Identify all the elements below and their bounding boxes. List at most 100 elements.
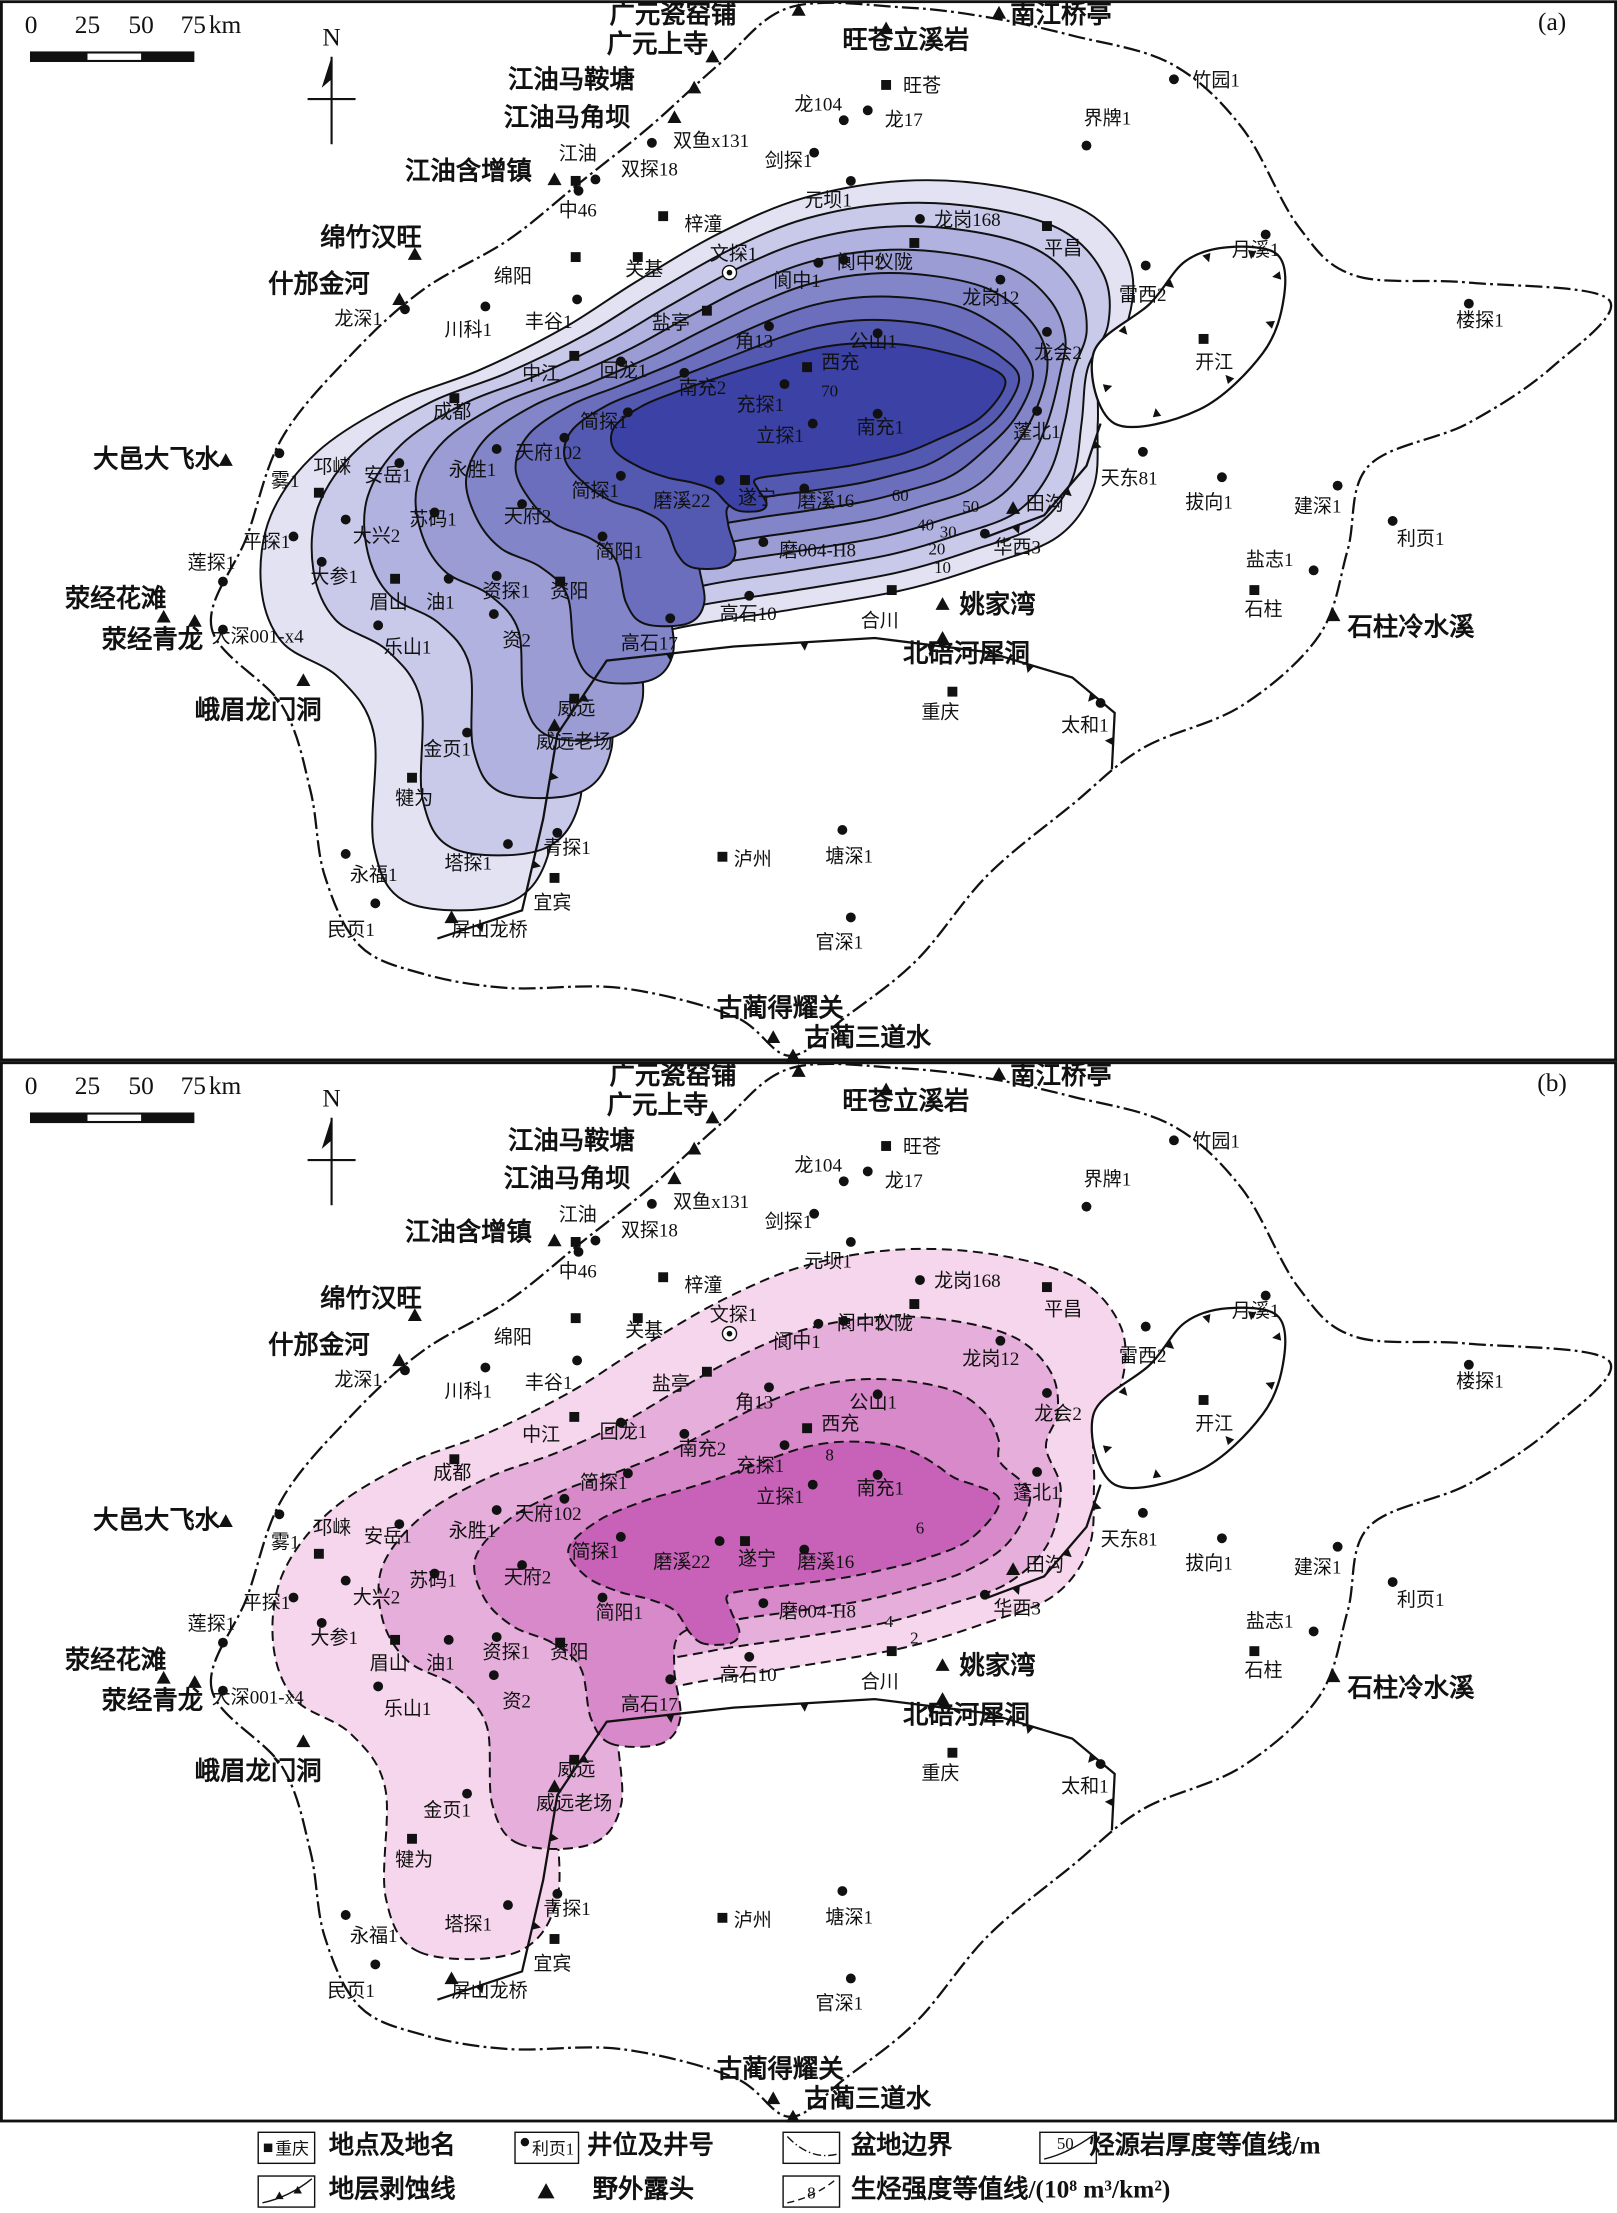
- place-name: 绵阳: [494, 266, 532, 288]
- erosion-tick: [475, 1984, 484, 1994]
- erosion-tick: [1062, 487, 1072, 497]
- well-name: 雾1: [271, 471, 300, 492]
- erosion-tick: [1011, 524, 1020, 534]
- erosion-tick: [531, 1921, 541, 1930]
- place-marker: [802, 1423, 813, 1434]
- outcrop-name: 江油马角坝: [504, 1165, 631, 1193]
- outcrop-name: 荥经青龙: [102, 1686, 203, 1715]
- well-marker: [217, 1637, 228, 1648]
- outcrop-name: 古蔺得耀关: [717, 994, 844, 1022]
- well-marker: [979, 528, 990, 539]
- outcrop-marker: [547, 1779, 562, 1793]
- well-name: 金页1: [423, 738, 471, 760]
- place-marker: [632, 1313, 643, 1324]
- place-name: 旺苍: [903, 75, 941, 97]
- well-name: 阆中1: [773, 1331, 821, 1353]
- well-marker: [572, 294, 583, 305]
- outcrop-marker: [187, 614, 202, 627]
- well-name: 青探1: [543, 837, 591, 859]
- outcrop-name: 绵竹汉旺: [320, 223, 422, 252]
- well-name: 高石10: [720, 1664, 777, 1686]
- well-name: 高石17: [621, 1694, 678, 1716]
- well-name: 塔探1: [444, 853, 492, 875]
- erosion-tick: [475, 923, 484, 933]
- well-name: 天府102: [515, 1503, 582, 1525]
- outcrop-marker: [791, 1064, 806, 1077]
- outcrop-marker: [547, 172, 562, 186]
- outcrop-name: 田沟: [1026, 1554, 1064, 1576]
- outcrop-name: 广元瓷窑铺: [610, 1061, 737, 1090]
- legend-place-marker: [263, 2143, 273, 2153]
- well-marker: [491, 444, 502, 454]
- outcrop-marker: [392, 1353, 407, 1367]
- legend-well-marker: [520, 2137, 530, 2147]
- well-name: 雷西2: [1119, 285, 1167, 306]
- place-name: 眉山: [370, 1653, 408, 1675]
- place-name: 盐亭: [652, 1373, 690, 1395]
- well-marker: [1042, 326, 1052, 337]
- place-marker: [1042, 221, 1052, 231]
- well-marker: [373, 1681, 384, 1692]
- place-marker: [449, 393, 460, 404]
- well-name: 中46: [559, 199, 597, 221]
- erosion-tick: [579, 1754, 590, 1764]
- outcrop-name: 姚家湾: [958, 1651, 1035, 1680]
- place-name: 江油: [559, 143, 597, 165]
- well-name: 丰谷1: [525, 311, 573, 333]
- scale-tick-label: 0: [25, 11, 38, 39]
- place-name: 成都: [433, 1462, 471, 1484]
- well-marker: [758, 1598, 769, 1609]
- erosion-tick: [666, 653, 675, 662]
- erosion-line: [437, 1697, 1116, 2001]
- well-name: 简阳1: [595, 541, 643, 563]
- place-name: 仪陇: [875, 252, 913, 274]
- place-marker: [717, 851, 728, 862]
- place-marker: [313, 1548, 324, 1559]
- north-label: N: [322, 1085, 340, 1113]
- well-name: 雷西2: [1119, 1346, 1167, 1367]
- well-name: 双鱼x131: [673, 130, 749, 152]
- well-name: 龙104: [794, 1155, 842, 1177]
- erosion-tick: [1265, 1381, 1275, 1390]
- place-marker: [717, 1912, 728, 1923]
- well-marker: [462, 727, 472, 738]
- outcrop-marker: [156, 1670, 171, 1684]
- well-marker: [714, 1536, 725, 1547]
- erosion-tick: [1202, 252, 1211, 263]
- well-name: 龙104: [794, 93, 842, 115]
- place-name: 威远: [557, 1758, 595, 1780]
- well-name: 龙会2: [1034, 1403, 1082, 1425]
- well-name: 南充1: [856, 417, 904, 439]
- contour-line: [609, 342, 1007, 513]
- well-marker: [1332, 1541, 1343, 1552]
- place-marker: [313, 487, 324, 498]
- well-marker: [400, 304, 410, 315]
- well-name: 资探1: [483, 580, 531, 602]
- legend-symbol-text: 50: [1057, 2134, 1074, 2153]
- well-marker: [995, 274, 1006, 285]
- well-name: 民页1: [327, 920, 375, 941]
- well-marker: [517, 499, 528, 509]
- well-name: 龙深1: [334, 1369, 382, 1391]
- well-marker: [726, 1330, 733, 1337]
- well-marker: [838, 254, 849, 265]
- erosion-tick: [1272, 271, 1282, 280]
- legend-label: 地层剥蚀线: [329, 2174, 456, 2203]
- well-name: 磨溪16: [797, 490, 854, 512]
- place-name: 西充: [821, 1413, 859, 1435]
- place-marker: [549, 872, 560, 883]
- well-name: 永福1: [350, 1925, 398, 1947]
- well-marker: [274, 1509, 285, 1520]
- well-name: 官深1: [816, 1993, 864, 2015]
- erosion-tick: [1248, 1311, 1257, 1321]
- well-marker: [809, 1208, 820, 1219]
- contour-label: 40: [917, 515, 934, 534]
- well-name: 平探1: [243, 531, 291, 553]
- well-marker: [340, 848, 351, 859]
- well-name: 阆中2: [837, 252, 885, 274]
- place-name: 石柱: [1244, 1660, 1282, 1682]
- outcrop-marker: [935, 597, 950, 610]
- well-name: 月溪1: [1232, 239, 1280, 261]
- place-name: 犍为: [395, 788, 433, 810]
